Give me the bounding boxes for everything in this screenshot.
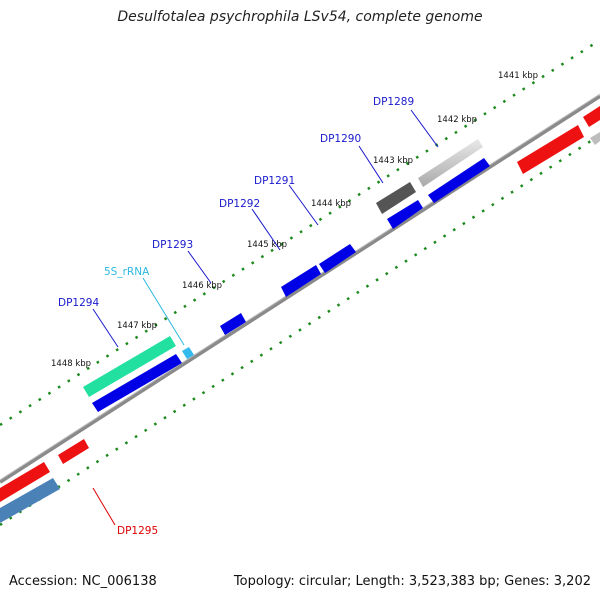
accession-text: Accession: NC_006138 [9,574,157,589]
gene-reverse-upper-2[interactable] [583,106,600,127]
gene-dp1290[interactable] [387,200,423,229]
gene-reverse-upper-3[interactable] [590,132,600,145]
label-dp1293: DP1293 [152,239,193,251]
label-dp1290: DP1290 [320,133,361,145]
inner-tick-ring [0,133,600,527]
gene-dp1295[interactable] [58,439,89,464]
tick-label-1442: 1442 kbp [437,115,477,125]
label-dp1294: DP1294 [58,297,99,309]
label-dp1291: DP1291 [254,175,295,187]
label-dp1295: DP1295 [117,525,158,537]
genome-backbone [0,94,600,484]
gene-reverse-lower-2[interactable] [0,478,60,523]
tick-label-1448: 1448 kbp [51,359,91,369]
tick-label-1441: 1441 kbp [498,71,538,81]
tick-label-1447: 1447 kbp [117,321,157,331]
label-5s-rrna: 5S_rRNA [104,266,150,278]
leader-dp1292 [251,208,281,251]
tick-label-1445: 1445 kbp [247,240,287,250]
label-dp1292: DP1292 [219,198,260,210]
leader-dp1290 [358,145,384,184]
tick-label-1446: 1446 kbp [182,281,222,291]
leader-dp1295 [92,487,116,526]
gene-dp1293[interactable] [220,313,246,335]
leader-dp1294 [92,308,119,348]
leader-dp1289 [410,109,439,148]
label-dp1289: DP1289 [373,96,414,108]
tick-label-1444: 1444 kbp [311,199,351,209]
gene-dp1294[interactable] [92,354,182,412]
tick-label-1443: 1443 kbp [373,156,413,166]
gene-reverse-lower-1[interactable] [0,462,50,502]
genome-summary-text: Topology: circular; Length: 3,523,383 bp… [233,574,591,589]
gene-5s-rrna[interactable] [182,347,194,359]
gene-dp1294-outer[interactable] [83,336,176,397]
gene-dp1289-outer[interactable] [418,139,483,187]
gene-dp1289[interactable] [428,158,490,203]
gene-reverse-upper-1[interactable] [517,125,584,174]
gene-dp1290-outer[interactable] [376,182,416,214]
map-title: Desulfotalea psychrophila LSv54, complet… [117,9,483,25]
leader-dp1291 [288,184,319,226]
leader-dp1293 [187,250,212,284]
gene-dp1291[interactable] [319,244,356,273]
gene-dp1292[interactable] [281,265,321,297]
leader-5s-rrna [142,277,185,346]
